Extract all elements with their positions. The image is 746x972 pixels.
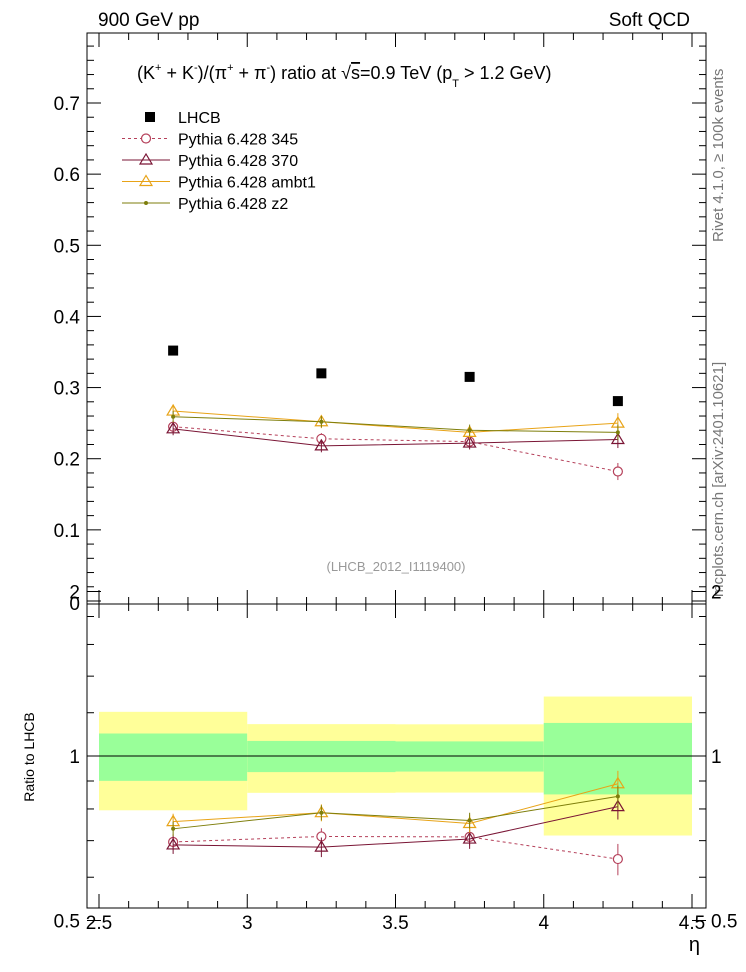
data-point — [168, 345, 179, 356]
ratio-y-tick-label-right: 0.5 — [711, 912, 737, 933]
rivet-label: Rivet 4.1.0, ≥ 100k events — [710, 69, 727, 242]
series-point — [319, 419, 324, 424]
analysis-watermark: (LHCB_2012_I1119400) — [326, 559, 465, 574]
x-tick-label: 4.5 — [679, 913, 705, 934]
data-point — [612, 396, 623, 407]
series-point — [615, 430, 620, 435]
x-tick-label: 2.5 — [86, 913, 112, 934]
ratio-series-point — [467, 818, 472, 823]
y-tick-label: 0.1 — [54, 521, 80, 542]
x-tick-label: 3 — [242, 913, 253, 934]
y-tick-label: 0.5 — [54, 236, 80, 257]
y-tick-label: 0.7 — [54, 94, 80, 115]
ratio-series-line — [173, 795, 618, 830]
ratio-series-line — [173, 783, 619, 825]
y-tick-label: 0.2 — [54, 450, 80, 471]
legend-label: Pythia 6.428 370 — [178, 153, 298, 170]
series-point — [467, 428, 472, 433]
series-point — [610, 432, 625, 445]
x-tick-label: 3.5 — [382, 913, 408, 934]
y-tick-label: 0.3 — [54, 379, 80, 400]
series-point — [314, 438, 329, 451]
data-point — [464, 371, 475, 382]
series-point — [171, 414, 176, 419]
ratio-series-point — [462, 831, 477, 844]
ratio-y-tick-label: 0.5 — [54, 912, 80, 933]
y-tick-label: 0.4 — [54, 307, 81, 328]
ratio-band-stat — [99, 733, 248, 781]
series-line — [173, 416, 618, 433]
mcplots-label: mcplots.cern.ch [arXiv:2401.10621] — [710, 362, 727, 597]
ratio-band-stat — [247, 740, 396, 773]
legend-marker — [144, 201, 148, 205]
header-left: 900 GeV pp — [98, 10, 199, 31]
series-line — [173, 410, 618, 433]
ratio-series-point — [319, 810, 324, 815]
ratio-y-tick-label: 1 — [69, 747, 80, 768]
ratio-series-point — [610, 799, 625, 812]
series-point — [462, 425, 477, 437]
y-axis-label-ratio: Ratio to LHCB — [21, 712, 37, 801]
ratio-series-point — [171, 826, 176, 831]
legend-label: Pythia 6.428 345 — [178, 132, 298, 149]
x-tick-label: 4 — [538, 913, 549, 934]
ratio-y-tick-label-right: 2 — [711, 583, 722, 604]
ratio-series-point — [166, 837, 181, 850]
ratio-series-point — [314, 839, 329, 852]
series-point — [612, 466, 623, 477]
series-point — [462, 435, 477, 448]
series-line — [173, 426, 618, 473]
series-line — [173, 428, 618, 447]
series-point — [166, 421, 181, 434]
ratio-series-line — [173, 806, 618, 848]
ratio-y-tick-label-right: 1 — [711, 747, 722, 768]
legend-marker — [140, 133, 152, 144]
ratio-series-line — [173, 835, 618, 860]
x-axis-label: η — [689, 934, 700, 956]
y-tick-label-zero: 0 — [69, 594, 80, 615]
header-right: Soft QCD — [609, 10, 690, 31]
legend-label-data: LHCB — [178, 110, 221, 127]
ratio-y-tick-label: 2 — [69, 583, 80, 604]
ratio-series-point — [615, 794, 620, 799]
chart-title: (K+ + K-)/(π+ + π-) ratio at √s=0.9 TeV … — [137, 62, 552, 90]
legend-marker — [138, 152, 154, 165]
data-point — [316, 368, 327, 379]
ratio-series-point — [612, 853, 623, 865]
y-tick-label: 0.6 — [54, 165, 80, 186]
legend-marker-data — [145, 112, 155, 122]
legend-label: Pythia 6.428 z2 — [178, 196, 288, 213]
legend-label: Pythia 6.428 ambt1 — [178, 175, 316, 192]
legend-marker — [138, 174, 154, 187]
